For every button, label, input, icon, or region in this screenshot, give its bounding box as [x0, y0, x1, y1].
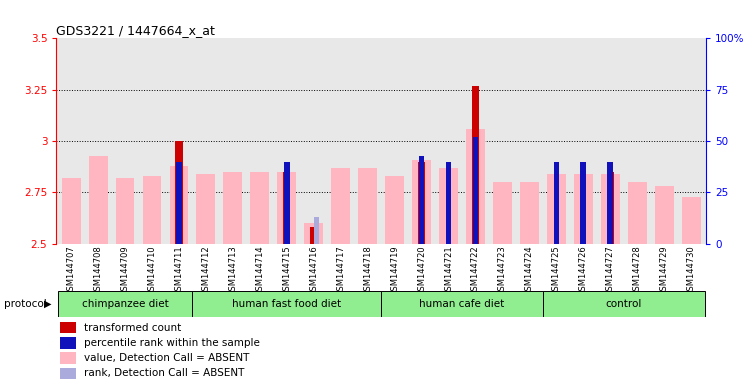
- Bar: [59, 367, 76, 379]
- Bar: [250, 172, 270, 244]
- Text: GSM144729: GSM144729: [659, 245, 668, 296]
- Bar: [472, 86, 479, 244]
- Bar: [553, 162, 559, 244]
- Bar: [62, 178, 80, 244]
- Text: GSM144721: GSM144721: [444, 245, 453, 296]
- Text: GSM144728: GSM144728: [632, 245, 641, 296]
- Bar: [170, 166, 189, 244]
- Bar: [277, 172, 296, 244]
- Bar: [59, 353, 76, 364]
- Bar: [304, 223, 323, 244]
- Text: chimpanzee diet: chimpanzee diet: [82, 299, 168, 309]
- Text: GSM144727: GSM144727: [606, 245, 615, 296]
- Bar: [682, 197, 701, 244]
- Bar: [520, 182, 538, 244]
- Text: GSM144711: GSM144711: [174, 245, 183, 296]
- Text: GSM144714: GSM144714: [255, 245, 264, 296]
- Bar: [358, 168, 377, 244]
- Bar: [385, 176, 404, 244]
- Bar: [574, 174, 593, 244]
- Bar: [58, 291, 192, 317]
- Bar: [607, 172, 614, 244]
- Text: GSM144712: GSM144712: [201, 245, 210, 296]
- Bar: [601, 174, 620, 244]
- Text: rank, Detection Call = ABSENT: rank, Detection Call = ABSENT: [83, 368, 244, 378]
- Text: GSM144730: GSM144730: [686, 245, 695, 296]
- Bar: [445, 162, 451, 244]
- Bar: [116, 178, 134, 244]
- Text: GSM144724: GSM144724: [525, 245, 534, 296]
- Text: protocol: protocol: [4, 299, 47, 309]
- Bar: [472, 137, 478, 244]
- Bar: [628, 182, 647, 244]
- Text: GSM144707: GSM144707: [67, 245, 76, 296]
- Text: GSM144718: GSM144718: [363, 245, 372, 296]
- Text: human fast food diet: human fast food diet: [232, 299, 342, 309]
- Text: GSM144722: GSM144722: [471, 245, 480, 296]
- Bar: [284, 162, 290, 244]
- Text: value, Detection Call = ABSENT: value, Detection Call = ABSENT: [83, 353, 249, 363]
- Text: GSM144725: GSM144725: [552, 245, 561, 296]
- Bar: [466, 129, 485, 244]
- Bar: [381, 291, 543, 317]
- Text: percentile rank within the sample: percentile rank within the sample: [83, 338, 260, 348]
- Text: GSM144713: GSM144713: [228, 245, 237, 296]
- Bar: [331, 168, 350, 244]
- Text: GSM144726: GSM144726: [579, 245, 588, 296]
- Text: GSM144723: GSM144723: [498, 245, 507, 296]
- Bar: [439, 168, 458, 244]
- Text: GSM144720: GSM144720: [417, 245, 426, 296]
- Text: transformed count: transformed count: [83, 323, 181, 333]
- Bar: [608, 162, 613, 244]
- Bar: [224, 172, 243, 244]
- Bar: [412, 160, 431, 244]
- Bar: [192, 291, 381, 317]
- Bar: [418, 162, 425, 244]
- Text: GSM144715: GSM144715: [282, 245, 291, 296]
- Bar: [176, 162, 182, 244]
- Text: GSM144717: GSM144717: [336, 245, 345, 296]
- Bar: [314, 217, 319, 244]
- Bar: [655, 186, 674, 244]
- Text: GDS3221 / 1447664_x_at: GDS3221 / 1447664_x_at: [56, 24, 216, 37]
- Bar: [547, 174, 566, 244]
- Bar: [581, 162, 586, 244]
- Bar: [283, 172, 291, 244]
- Text: ▶: ▶: [44, 299, 51, 309]
- Text: GSM144710: GSM144710: [147, 245, 156, 296]
- Bar: [197, 174, 216, 244]
- Bar: [493, 182, 512, 244]
- Bar: [59, 337, 76, 349]
- Text: GSM144716: GSM144716: [309, 245, 318, 296]
- Bar: [543, 291, 704, 317]
- Bar: [89, 156, 107, 244]
- Text: human cafe diet: human cafe diet: [419, 299, 505, 309]
- Text: GSM144708: GSM144708: [94, 245, 103, 296]
- Bar: [419, 156, 424, 244]
- Text: control: control: [605, 299, 642, 309]
- Bar: [59, 322, 76, 333]
- Text: GSM144709: GSM144709: [121, 245, 130, 296]
- Text: GSM144719: GSM144719: [390, 245, 399, 296]
- Bar: [143, 176, 161, 244]
- Bar: [176, 141, 182, 244]
- Bar: [310, 227, 318, 244]
